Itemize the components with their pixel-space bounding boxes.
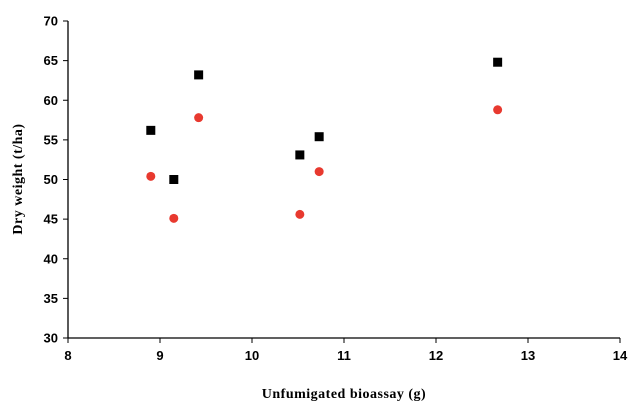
square-point — [295, 150, 305, 160]
y-tick-label: 50 — [44, 172, 58, 187]
x-tick-label: 14 — [613, 348, 628, 363]
x-tick-label: 8 — [64, 348, 71, 363]
circle-point — [146, 171, 156, 181]
y-tick-label: 35 — [44, 291, 58, 306]
circle-point — [493, 105, 503, 115]
x-tick-label: 11 — [337, 348, 351, 363]
x-tick-label: 9 — [156, 348, 163, 363]
data-points — [146, 57, 503, 223]
x-axis-ticks: 8 9 10 11 12 13 14 — [64, 338, 628, 363]
y-tick-label: 70 — [44, 14, 58, 29]
circle-point — [194, 113, 204, 123]
x-tick-label: 12 — [429, 348, 443, 363]
circle-point — [314, 167, 324, 177]
y-tick-label: 65 — [44, 53, 58, 68]
y-tick-label: 60 — [44, 93, 58, 108]
y-tick-label: 30 — [44, 331, 58, 346]
square-point — [194, 70, 204, 80]
x-tick-label: 13 — [521, 348, 535, 363]
circle-point — [169, 213, 179, 223]
y-tick-label: 40 — [44, 251, 58, 266]
y-axis-ticks: 30 35 40 45 50 55 60 65 70 — [44, 14, 68, 346]
y-axis-title: Dry weight (t/ha) — [11, 123, 26, 234]
square-point — [169, 175, 179, 184]
x-tick-label: 10 — [245, 348, 259, 363]
square-point — [314, 132, 324, 142]
y-tick-label: 55 — [44, 132, 58, 147]
square-point — [146, 125, 156, 135]
x-axis-title: Unfumigated bioassay (g) — [262, 387, 426, 402]
circle-point — [295, 209, 305, 219]
square-point — [493, 57, 503, 67]
y-tick-label: 45 — [44, 212, 58, 227]
